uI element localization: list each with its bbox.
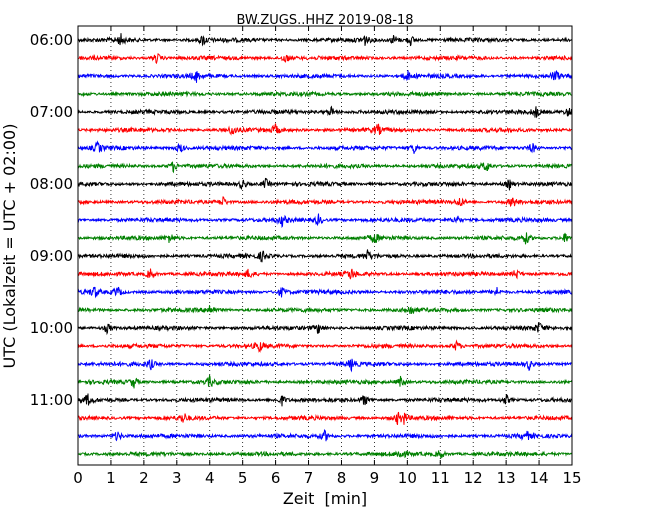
x-tick-label-6: 6 bbox=[271, 469, 281, 487]
trace-1145 bbox=[78, 450, 573, 459]
seismogram-traces bbox=[77, 33, 573, 459]
trace-0800 bbox=[77, 177, 573, 191]
y-axis-ticks: 06:00 07:00 08:00 09:00 10:00 11:00 bbox=[30, 31, 83, 409]
trace-1030 bbox=[77, 358, 572, 373]
trace-0600 bbox=[77, 33, 573, 47]
x-tick-label-15: 15 bbox=[562, 469, 581, 487]
trace-0945 bbox=[78, 305, 573, 314]
x-tick-label-12: 12 bbox=[464, 469, 483, 487]
trace-1000 bbox=[77, 322, 573, 336]
y-tick-label-0700: 07:00 bbox=[30, 103, 73, 121]
trace-0900 bbox=[77, 249, 573, 263]
y-axis-label: UTC (Lokalzeit = UTC + 02:00) bbox=[0, 124, 19, 369]
trace-0645 bbox=[77, 90, 573, 98]
y-tick-label-0600: 06:00 bbox=[30, 31, 73, 49]
x-tick-label-9: 9 bbox=[370, 469, 380, 487]
trace-0830 bbox=[77, 213, 573, 229]
y-tick-label-0800: 08:00 bbox=[30, 175, 73, 193]
trace-0815 bbox=[77, 196, 573, 208]
x-tick-label-7: 7 bbox=[304, 469, 314, 487]
trace-0700 bbox=[77, 105, 573, 119]
x-tick-label-4: 4 bbox=[205, 469, 215, 487]
trace-0745 bbox=[77, 161, 573, 174]
trace-1045 bbox=[77, 374, 573, 389]
chart-title: BW.ZUGS..HHZ 2019-08-18 bbox=[236, 13, 413, 28]
x-tick-label-0: 0 bbox=[73, 469, 83, 487]
x-tick-label-14: 14 bbox=[530, 469, 549, 487]
trace-0915 bbox=[77, 268, 573, 280]
plot-frame bbox=[77, 25, 573, 466]
x-tick-label-1: 1 bbox=[106, 469, 116, 487]
x-tick-label-5: 5 bbox=[238, 469, 248, 487]
x-tick-label-13: 13 bbox=[497, 469, 516, 487]
y-tick-label-0900: 09:00 bbox=[30, 247, 73, 265]
trace-0615 bbox=[77, 53, 573, 65]
x-axis-label: Zeit [min] bbox=[283, 489, 367, 508]
trace-1115 bbox=[77, 411, 573, 426]
trace-0845 bbox=[77, 232, 573, 245]
x-tick-label-10: 10 bbox=[398, 469, 417, 487]
trace-1100 bbox=[77, 393, 573, 407]
trace-0930 bbox=[77, 286, 573, 299]
x-tick-label-11: 11 bbox=[431, 469, 450, 487]
trace-0730 bbox=[77, 140, 573, 154]
trace-0715 bbox=[77, 123, 573, 136]
trace-1130 bbox=[77, 429, 573, 442]
x-axis-ticks: 0 1 2 3 4 5 6 7 8 9 10 11 12 13 14 15 bbox=[73, 26, 582, 487]
y-tick-label-1000: 10:00 bbox=[30, 319, 73, 337]
y-tick-label-1100: 11:00 bbox=[30, 391, 73, 409]
x-tick-label-3: 3 bbox=[172, 469, 182, 487]
x-tick-label-8: 8 bbox=[337, 469, 347, 487]
trace-1015 bbox=[77, 339, 573, 353]
trace-0630 bbox=[77, 70, 573, 83]
x-tick-label-2: 2 bbox=[139, 469, 149, 487]
